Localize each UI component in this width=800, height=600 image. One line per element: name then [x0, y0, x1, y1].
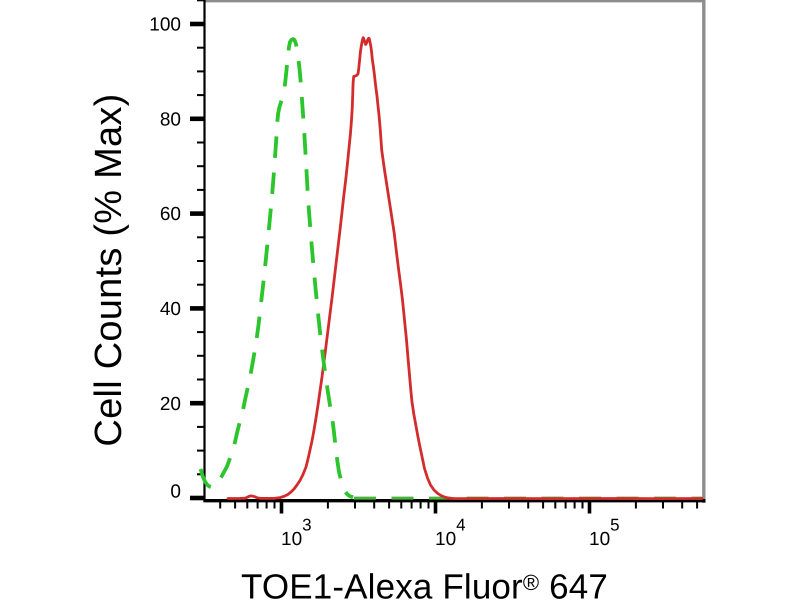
svg-text:80: 80 [160, 109, 181, 130]
svg-text:0: 0 [170, 482, 181, 503]
svg-text:100: 100 [149, 15, 181, 36]
svg-text:TOE1-Alexa Fluor® 647: TOE1-Alexa Fluor® 647 [241, 568, 608, 600]
svg-text:40: 40 [160, 299, 181, 320]
svg-text:60: 60 [160, 204, 181, 225]
svg-text:Cell Counts (% Max): Cell Counts (% Max) [88, 93, 130, 446]
svg-text:20: 20 [160, 394, 181, 415]
